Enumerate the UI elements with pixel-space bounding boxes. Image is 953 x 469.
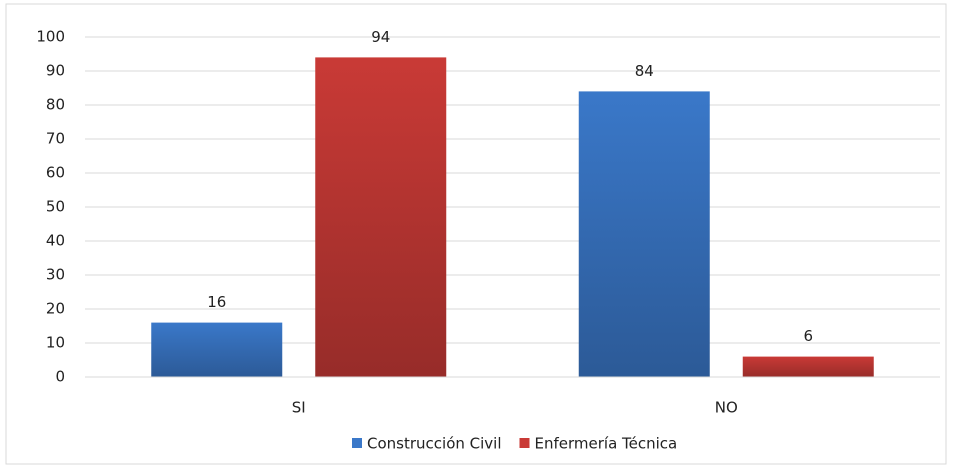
y-tick-label: 10 — [46, 334, 65, 352]
y-tick-label: 50 — [46, 198, 65, 216]
y-tick-label: 40 — [46, 232, 65, 250]
legend-swatch — [352, 438, 362, 448]
bar — [578, 91, 710, 378]
bar — [742, 356, 874, 377]
data-label: 94 — [371, 28, 390, 46]
bar — [151, 322, 283, 377]
chart-frame — [5, 3, 947, 465]
y-tick-label: 100 — [36, 28, 65, 46]
bar — [315, 57, 447, 378]
legend-swatch — [519, 438, 530, 448]
y-tick-label: 90 — [46, 62, 65, 80]
data-label: 16 — [207, 293, 226, 311]
y-tick-label: 20 — [46, 300, 65, 318]
data-label: 6 — [803, 327, 813, 345]
data-label: 84 — [635, 62, 654, 80]
y-tick-label: 60 — [46, 164, 65, 182]
x-tick-label: NO — [715, 399, 738, 417]
y-tick-label: 80 — [46, 96, 65, 114]
legend-label: Enfermería Técnica — [535, 435, 678, 453]
y-tick-label: 30 — [46, 266, 65, 284]
y-tick-label: 70 — [46, 130, 65, 148]
legend-label: Construcción Civil — [367, 435, 502, 453]
y-tick-label: 0 — [55, 368, 65, 386]
x-tick-label: SI — [292, 399, 306, 417]
